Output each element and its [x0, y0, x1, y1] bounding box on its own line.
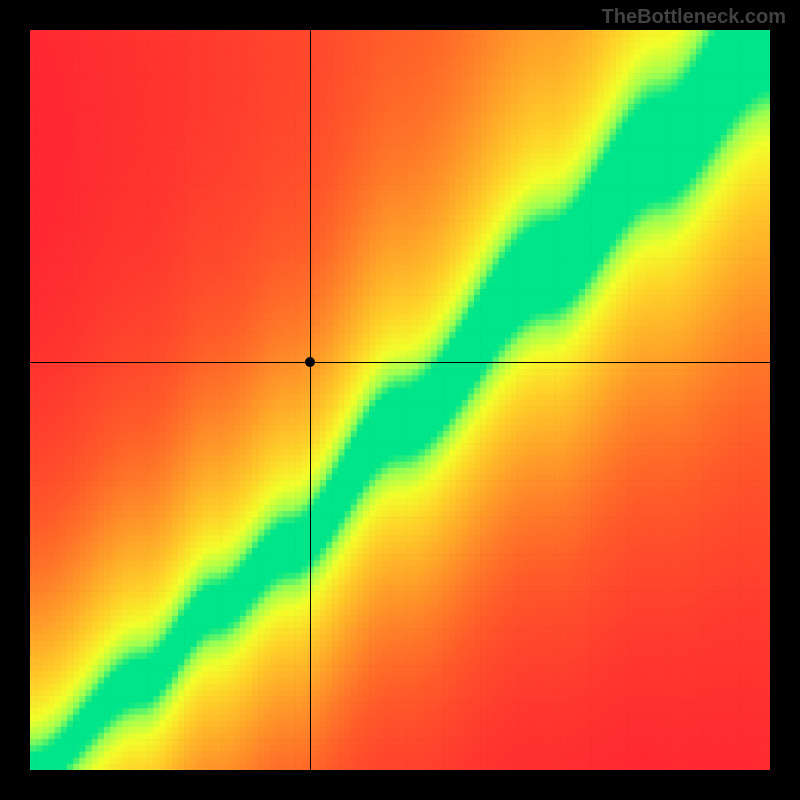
crosshair-horizontal: [30, 362, 770, 363]
watermark-text: TheBottleneck.com: [602, 6, 786, 29]
crosshair-vertical: [310, 30, 311, 770]
plot-area: [30, 30, 770, 770]
heatmap-canvas: [30, 30, 770, 770]
crosshair-marker: [305, 357, 315, 367]
